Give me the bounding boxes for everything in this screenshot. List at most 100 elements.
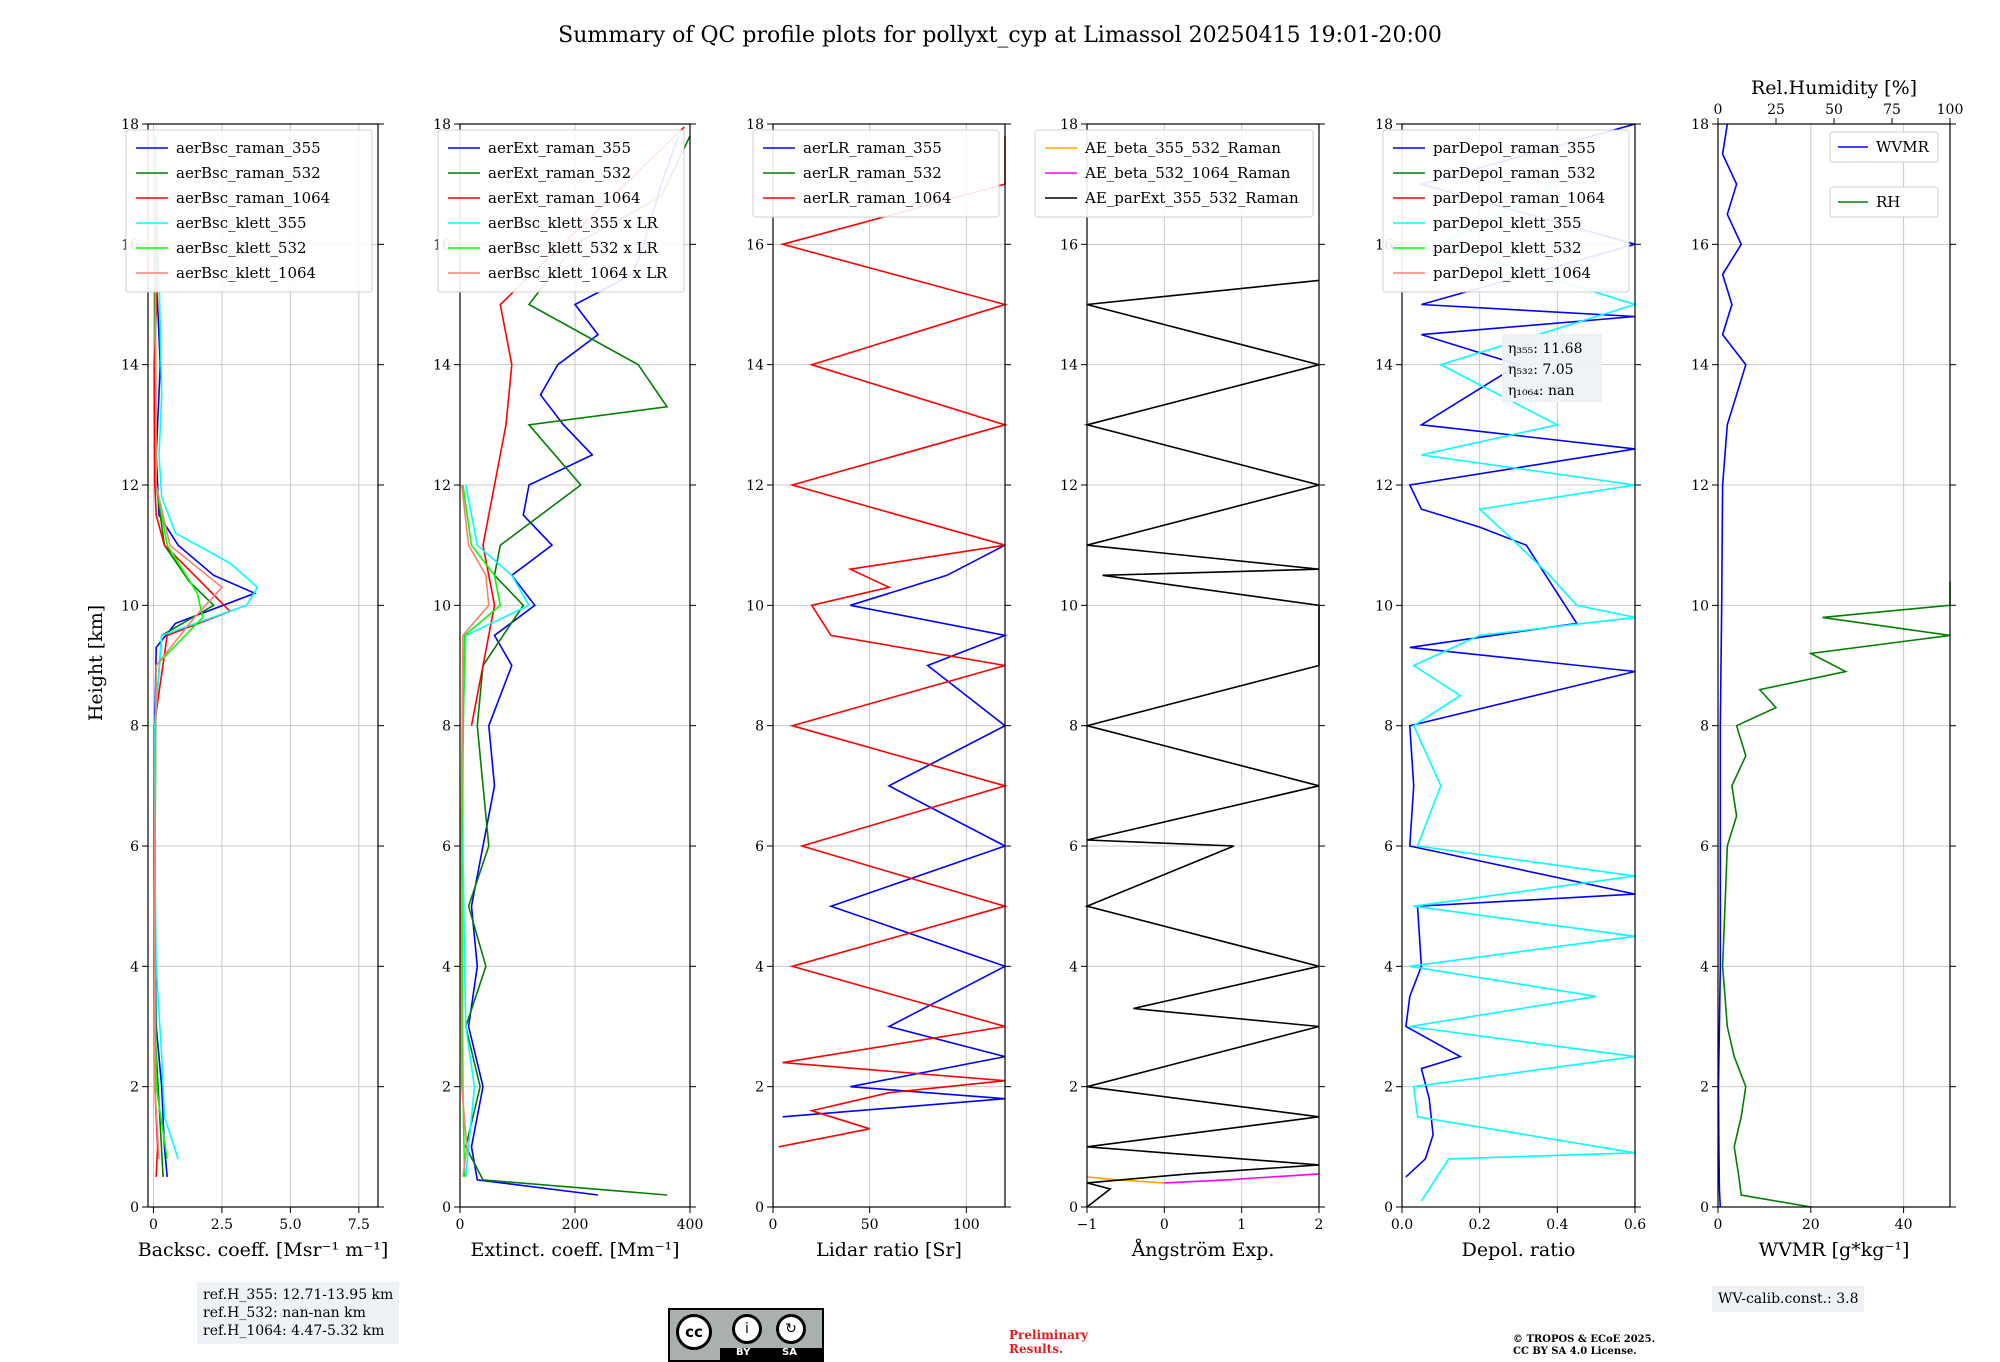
x-tick-label: 0 — [456, 1217, 465, 1233]
legend-entry: aerBsc_raman_1064 — [176, 189, 330, 207]
eta-annotation-box — [1502, 334, 1602, 402]
legend-box — [437, 129, 685, 293]
panel-bsc: 02.55.07.5024681012141618Backsc. coeff. … — [121, 117, 388, 1261]
y-tick-label: 2 — [1384, 1080, 1393, 1096]
legend-entry: aerBsc_raman_355 — [176, 139, 321, 157]
x-tick-label: 0 — [769, 1217, 778, 1233]
x-tick-label: −1 — [1077, 1217, 1098, 1233]
figure-title: Summary of QC profile plots for pollyxt_… — [558, 23, 1442, 48]
y-tick-label: 14 — [433, 358, 451, 374]
y-tick-label: 6 — [1700, 839, 1709, 855]
y-tick-label: 10 — [1060, 598, 1078, 614]
plot-frame — [459, 123, 691, 1208]
y-tick-label: 4 — [442, 959, 451, 975]
y-tick-label: 16 — [1060, 237, 1078, 253]
eta-annotation: η₃₅₅: 11.68 — [1508, 341, 1582, 357]
series-line — [462, 484, 531, 1177]
cc-license-badge: cc i ↻ BY SA — [668, 1308, 824, 1362]
legend-entry: aerLR_raman_355 — [803, 139, 942, 157]
preliminary-note: Preliminary Results. — [1009, 1328, 1088, 1356]
y-tick-label: 8 — [442, 719, 451, 735]
x-axis-label: WVMR [g*kg⁻¹] — [1759, 1239, 1910, 1261]
legend-entry: aerLR_raman_1064 — [803, 189, 951, 207]
x-tick-label: 0 — [149, 1217, 158, 1233]
legend-box — [125, 129, 373, 293]
legend-entry: aerBsc_klett_1064 — [176, 264, 316, 282]
x-tick-label: 20 — [1802, 1217, 1820, 1233]
series-line — [460, 484, 490, 1178]
panel-depol: 0.00.20.40.6024681012141618Depol. ratiop… — [1375, 117, 1646, 1261]
x-axis-label: Lidar ratio [Sr] — [816, 1239, 962, 1261]
y-tick-label: 14 — [746, 358, 764, 374]
y-tick-label: 0 — [1700, 1200, 1709, 1216]
legend-entry: aerBsc_klett_1064 x LR — [488, 264, 668, 282]
y-tick-label: 8 — [130, 719, 139, 735]
plot-area-depol — [1402, 124, 1635, 1207]
y-tick-label: 12 — [746, 478, 764, 494]
preliminary-line-2: Results. — [1009, 1342, 1064, 1356]
x2-tick-label: 50 — [1825, 102, 1843, 118]
legend-entry: aerExt_raman_1064 — [488, 189, 641, 207]
legend-box — [1829, 131, 1939, 163]
x-tick-label: 2.5 — [211, 1217, 233, 1233]
y-axis-label: Height [km] — [85, 605, 107, 721]
panel-lr: 0 50 100 0 2 4 6 8 10 12 14 16 18 Lidar ratio [Sr] aer… — [746, 117, 1011, 1261]
legend-entry: aerBsc_raman_532 — [176, 164, 321, 182]
legend-entry: aerLR_raman_532 — [803, 164, 942, 182]
series-line — [1164, 1173, 1320, 1184]
eta-annotation: η₅₃₂: 7.05 — [1508, 362, 1574, 378]
x-tick-label: 50 — [861, 1217, 879, 1233]
y-tick-label: 14 — [1060, 358, 1078, 374]
y-tick-label: 18 — [746, 117, 764, 133]
y-tick-label: 2 — [130, 1080, 139, 1096]
y-tick-label: 10 — [1375, 598, 1393, 614]
y-tick-label: 12 — [1691, 478, 1709, 494]
y-tick-label: 14 — [121, 358, 139, 374]
y-tick-label: 10 — [121, 598, 139, 614]
legend-box — [752, 129, 1000, 218]
ref-height-355: ref.H_355: 12.71-13.95 km — [203, 1287, 394, 1303]
y-tick-label: 0 — [1069, 1200, 1078, 1216]
x-axis-label: Depol. ratio — [1462, 1239, 1576, 1261]
y-tick-label: 6 — [755, 839, 764, 855]
legend-entry: parDepol_klett_532 — [1433, 239, 1582, 257]
y-tick-label: 18 — [433, 117, 451, 133]
x-tick-label: 200 — [562, 1217, 589, 1233]
y-tick-label: 6 — [1384, 839, 1393, 855]
y-tick-label: 8 — [1069, 719, 1078, 735]
legend-entry: AE_beta_532_1064_Raman — [1084, 164, 1291, 182]
y-tick-label: 12 — [121, 478, 139, 494]
legend-box — [1034, 129, 1314, 218]
series-line — [153, 135, 224, 1159]
y-tick-label: 8 — [1384, 719, 1393, 735]
y-tick-label: 2 — [1700, 1080, 1709, 1096]
ref-height-1064: ref.H_1064: 4.47-5.32 km — [203, 1323, 385, 1339]
y-tick-label: 0 — [755, 1200, 764, 1216]
legend-entry: aerBsc_klett_532 x LR — [488, 239, 659, 257]
y-tick-label: 10 — [746, 598, 764, 614]
legend-entry: RH — [1876, 193, 1900, 211]
y-tick-label: 0 — [130, 1200, 139, 1216]
y-tick-label: 4 — [130, 959, 139, 975]
plot-frame — [772, 123, 1006, 1208]
legend-entry: parDepol_raman_532 — [1433, 164, 1596, 182]
plot-area-ang — [1087, 124, 1319, 1207]
x2-axis-label: Rel.Humidity [%] — [1751, 77, 1917, 99]
legend-entry: AE_beta_355_532_Raman — [1084, 139, 1281, 157]
y-tick-label: 4 — [1069, 959, 1078, 975]
attribution-icon: i — [732, 1314, 762, 1344]
y-tick-label: 10 — [433, 598, 451, 614]
series-line — [460, 484, 502, 1177]
plot-frame — [147, 123, 379, 1208]
x2-tick-label: 25 — [1767, 102, 1785, 118]
series-line — [1717, 123, 1747, 1208]
y-tick-label: 4 — [1384, 959, 1393, 975]
x-tick-label: 0 — [1160, 1217, 1169, 1233]
legend-entry: parDepol_klett_355 — [1433, 214, 1582, 232]
legend-entry: aerBsc_klett_355 x LR — [488, 214, 659, 232]
y-tick-label: 14 — [1375, 358, 1393, 374]
x2-tick-label: 0 — [1714, 102, 1723, 118]
y-tick-label: 8 — [1700, 719, 1709, 735]
y-tick-label: 16 — [746, 237, 764, 253]
x-tick-label: 5.0 — [279, 1217, 301, 1233]
